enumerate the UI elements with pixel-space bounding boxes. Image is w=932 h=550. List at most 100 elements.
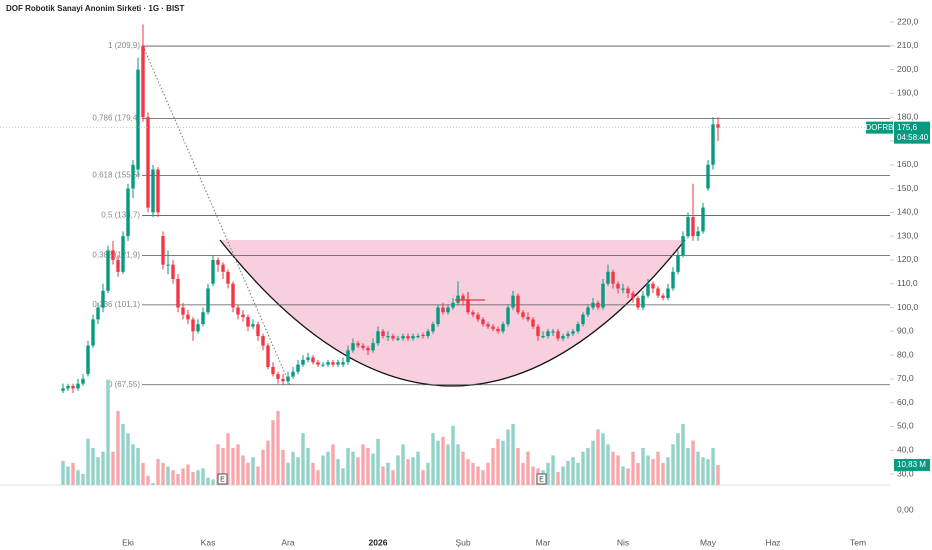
candle-body xyxy=(586,307,590,315)
y-tick-label: 70,0 xyxy=(897,373,914,383)
candle-body xyxy=(666,288,670,298)
candle-body xyxy=(151,169,155,213)
volume-bar xyxy=(646,455,650,485)
candle-body xyxy=(211,259,215,284)
candle-body xyxy=(261,336,265,346)
candle-body xyxy=(251,324,255,327)
candle-body xyxy=(511,295,515,308)
candle-body xyxy=(716,124,720,128)
candle-body xyxy=(706,164,710,189)
fib-label: 0,786 (179,4) xyxy=(92,114,140,123)
candle-body xyxy=(181,307,185,315)
volume-bar xyxy=(481,470,485,485)
volume-bar xyxy=(166,466,170,485)
candle-body xyxy=(221,264,225,272)
candle-body xyxy=(606,271,610,284)
last-price-label: 175,6 xyxy=(897,123,918,132)
volume-bar xyxy=(586,448,590,485)
candle-body xyxy=(401,336,405,339)
candle-body xyxy=(191,319,195,332)
volume-bar xyxy=(461,451,465,485)
volume-bar xyxy=(146,475,150,485)
candle-body xyxy=(136,69,140,170)
volume-bar xyxy=(676,433,680,485)
volume-bar xyxy=(591,440,595,485)
candle-body xyxy=(116,259,120,272)
volume-bar xyxy=(511,423,515,485)
candle-body xyxy=(331,362,335,365)
y-tick-label: 210,0 xyxy=(897,40,919,50)
volume-bar xyxy=(346,448,350,485)
volume-bar xyxy=(621,466,625,485)
y-tick-label: 190,0 xyxy=(897,88,919,98)
volume-bar xyxy=(606,444,610,485)
candle-body xyxy=(246,317,250,327)
candle-body xyxy=(451,302,455,308)
candle-body xyxy=(391,336,395,339)
volume-bar xyxy=(186,464,190,485)
volume-bar xyxy=(696,451,700,485)
volume-bar xyxy=(151,483,155,485)
volume-bar xyxy=(396,455,400,485)
volume-bar xyxy=(451,425,455,485)
cup-arc xyxy=(219,239,686,387)
volume-bar xyxy=(566,460,570,485)
y-tick-label: 140,0 xyxy=(897,207,919,217)
volume-bar xyxy=(196,470,200,485)
volume-bar xyxy=(441,436,445,485)
fib-label: 0,5 (138,7) xyxy=(101,211,140,220)
volume-bar xyxy=(171,470,175,485)
candle-body xyxy=(61,388,65,391)
volume-bar xyxy=(671,444,675,485)
candle-body xyxy=(76,383,80,389)
volume-bar xyxy=(391,470,395,485)
countdown-label: 04:58:40 xyxy=(897,133,929,142)
volume-bar xyxy=(486,462,490,485)
candle-body xyxy=(146,117,150,208)
candle-body xyxy=(306,357,310,360)
price-box xyxy=(894,121,930,144)
candle-body xyxy=(431,324,435,332)
x-tick-label: Kas xyxy=(201,537,216,547)
y-tick-label: 200,0 xyxy=(897,64,919,74)
volume-bar xyxy=(81,473,85,485)
volume-bar xyxy=(611,451,615,485)
candle-body xyxy=(541,336,545,338)
volume-bar xyxy=(641,448,645,485)
volume-bar xyxy=(691,440,695,485)
volume-bar xyxy=(581,451,585,485)
y-tick-label: 30,0 xyxy=(897,468,914,478)
candle-body xyxy=(186,314,190,320)
candle-body xyxy=(566,333,570,337)
volume-bar xyxy=(556,472,560,485)
candle-body xyxy=(301,359,305,365)
candle-body xyxy=(201,312,205,325)
candle-body xyxy=(591,302,595,308)
candle-body xyxy=(66,386,70,389)
candle-body xyxy=(346,350,350,363)
y-tick-label: 90,0 xyxy=(897,326,914,336)
volume-bar xyxy=(681,423,685,485)
candle-body xyxy=(266,345,270,367)
candle-body xyxy=(696,231,700,237)
candle-body xyxy=(536,326,540,337)
volume-bar xyxy=(711,448,715,485)
fib-label: 0,618 (155,5) xyxy=(92,171,140,180)
volume-bar xyxy=(91,448,95,485)
candle-body xyxy=(166,264,170,266)
volume-bar xyxy=(96,457,100,485)
volume-bar xyxy=(551,455,555,485)
candle-body xyxy=(631,293,635,298)
plot: 30,0 40,0 50,0 60,0 70,0 80,0 90,0 100,0 110,0 12… xyxy=(0,16,930,547)
volume-bar xyxy=(506,429,510,485)
y-tick-label: 80,0 xyxy=(897,349,914,359)
candle-body xyxy=(416,336,420,338)
volume-bar xyxy=(496,438,500,485)
volume-bar xyxy=(161,462,165,485)
volume-bar xyxy=(321,455,325,485)
candle-body xyxy=(441,307,445,313)
x-tick-label: Eki xyxy=(122,537,134,547)
volume-bar xyxy=(341,468,345,485)
symbol-label: DOFRB xyxy=(866,123,894,132)
event-marker: E xyxy=(220,476,225,483)
